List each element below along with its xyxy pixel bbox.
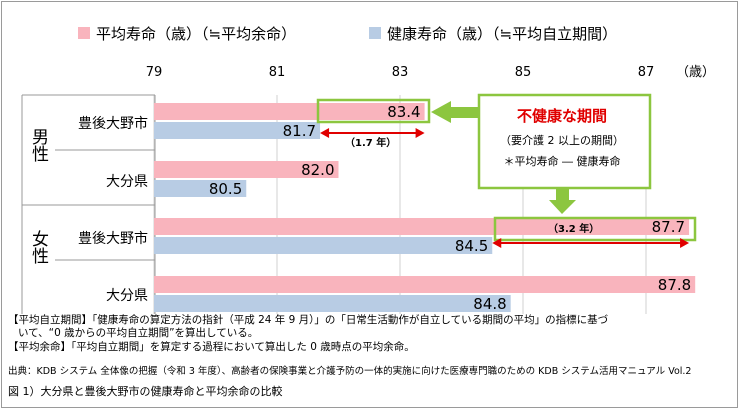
chart: 平均寿命（歳）（≒平均余命） 健康寿命（歳）（≒平均自立期間） （歳） 79 81… bbox=[21, 25, 715, 314]
data-label: 81.7 bbox=[283, 122, 316, 140]
data-label: 80.5 bbox=[209, 180, 242, 198]
group-label-male: 男性 bbox=[28, 128, 49, 162]
bars bbox=[154, 103, 696, 312]
bar bbox=[154, 218, 690, 235]
gap-arrows bbox=[320, 128, 690, 248]
x-axis-unit: （歳） bbox=[676, 65, 715, 80]
highlight-box-male bbox=[316, 98, 431, 124]
note-line-2: いて、“0 歳からの平均自立期間”を算出している。 bbox=[18, 327, 259, 339]
row-label-oita-female: 大分県 bbox=[106, 288, 148, 304]
data-label: 87.8 bbox=[658, 276, 691, 294]
row-label-oita-male: 大分県 bbox=[106, 174, 148, 190]
callout-line-2: ＊平均寿命 ― 健康寿命 bbox=[504, 154, 621, 168]
gap-label-male: （1.7 年） bbox=[345, 136, 396, 149]
data-label: 87.7 bbox=[652, 218, 685, 236]
figure-caption: 図 1）大分県と豊後大野市の健康寿命と平均余命の比較 bbox=[8, 385, 283, 398]
callout-arrow-left bbox=[431, 101, 479, 123]
data-label: 82.0 bbox=[301, 161, 334, 179]
bar bbox=[154, 237, 493, 254]
bar bbox=[154, 103, 425, 120]
bar bbox=[154, 161, 339, 178]
data-label: 84.8 bbox=[473, 295, 506, 313]
data-labels: 83.4 82.0 87.7 87.8 81.7 80.5 84.5 84.8 bbox=[209, 103, 691, 313]
gap-arrow-head bbox=[492, 238, 502, 248]
row-label-bungo-male: 豊後大野市 bbox=[78, 115, 148, 132]
callout-arrow-down bbox=[549, 188, 576, 214]
x-tick-labels: 79 81 83 85 87 bbox=[146, 65, 655, 80]
callout-title: 不健康な期間 bbox=[517, 107, 607, 125]
gap-arrow-head bbox=[415, 128, 425, 138]
highlight-box-female bbox=[493, 216, 697, 242]
bar bbox=[154, 276, 696, 293]
callout-line-1: （要介護 2 以上の期間） bbox=[500, 133, 624, 147]
data-label: 83.4 bbox=[387, 103, 420, 121]
legend-swatch-life bbox=[78, 27, 90, 39]
legend-label-life: 平均寿命（歳）（≒平均余命） bbox=[96, 25, 296, 43]
legend: 平均寿命（歳）（≒平均余命） 健康寿命（歳）（≒平均自立期間） bbox=[78, 25, 617, 43]
x-tick-label: 85 bbox=[515, 65, 532, 80]
legend-label-health: 健康寿命（歳）（≒平均自立期間） bbox=[387, 25, 617, 43]
note-line-3: 【平均余命】「平均自立期間」を算定する過程において算出した 0 歳時点の平均余命… bbox=[8, 341, 415, 353]
gap-label-female: （3.2 年） bbox=[548, 222, 599, 235]
x-tick-label: 81 bbox=[269, 65, 286, 80]
row-label-bungo-female: 豊後大野市 bbox=[78, 230, 148, 247]
note-line-1: 【平均自立期間】「健康寿命の算定方法の指針（平成 24 年 9 月）」の「日常生… bbox=[8, 314, 609, 326]
x-tick-label: 83 bbox=[392, 65, 409, 80]
group-label-female: 女性 bbox=[28, 230, 49, 264]
x-tick-label: 79 bbox=[146, 65, 163, 80]
bar bbox=[154, 180, 247, 197]
gap-arrow-head bbox=[680, 238, 690, 248]
x-tick-label: 87 bbox=[638, 65, 655, 80]
legend-swatch-health bbox=[369, 27, 381, 39]
data-label: 84.5 bbox=[455, 237, 488, 255]
source-note: 出典：KDB システム 全体像の把握（令和 3 年度）、高齢者の保険事業と介護予… bbox=[8, 366, 692, 377]
bar bbox=[154, 295, 511, 312]
bar bbox=[154, 122, 321, 139]
gap-arrow-head bbox=[320, 128, 330, 138]
